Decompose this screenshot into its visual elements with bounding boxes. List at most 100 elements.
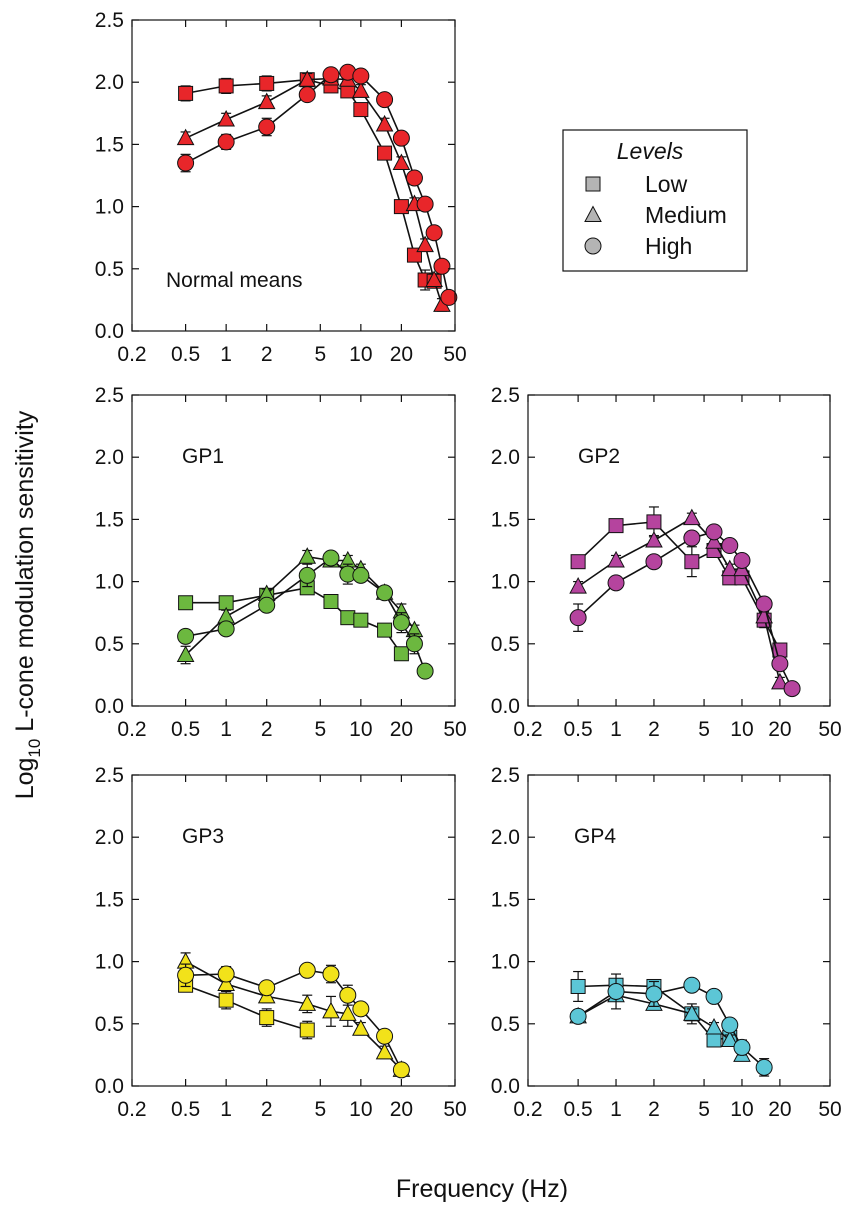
y-tick-label: 0.5 bbox=[95, 633, 124, 656]
chart-panel-2: 0.2 0.5 1 2 5 10 20 50 0.0 0.5 1.0 1.5 2.0 2.5 GP1 bbox=[95, 384, 467, 741]
data-point bbox=[217, 620, 235, 638]
series-line bbox=[185, 969, 403, 1071]
data-point bbox=[353, 612, 369, 628]
data-point bbox=[405, 169, 423, 187]
y-tick-label: 0.0 bbox=[95, 695, 124, 718]
series-square bbox=[178, 977, 315, 1040]
data-point bbox=[416, 662, 434, 680]
x-tick-label: 0.2 bbox=[513, 718, 542, 741]
x-tick-label: 0.2 bbox=[117, 1098, 146, 1121]
chart-panel-3: 0.2 0.5 1 2 5 10 20 50 0.0 0.5 1.0 1.5 2.0 2.5 GP2 bbox=[491, 384, 842, 741]
y-tick-label: 2.0 bbox=[491, 446, 520, 469]
y-tick-label: 0.5 bbox=[491, 633, 520, 656]
data-point bbox=[393, 646, 409, 662]
legend-label: Medium bbox=[645, 202, 727, 228]
x-tick-label: 0.5 bbox=[171, 718, 200, 741]
legend-entry-low: Low bbox=[585, 171, 688, 197]
series-square bbox=[178, 580, 409, 662]
data-point bbox=[569, 609, 587, 627]
x-tick-label: 1 bbox=[610, 718, 622, 741]
series-square bbox=[178, 72, 442, 291]
data-point bbox=[258, 979, 276, 997]
data-point bbox=[733, 551, 751, 569]
series-line bbox=[577, 517, 781, 683]
x-tick-label: 10 bbox=[349, 718, 372, 741]
y-tick-label: 0.0 bbox=[491, 1075, 520, 1098]
data-point bbox=[352, 566, 370, 584]
data-point bbox=[733, 1038, 751, 1056]
data-point bbox=[646, 514, 662, 530]
panel-label: Normal means bbox=[166, 269, 303, 292]
x-tick-label: 1 bbox=[220, 1098, 232, 1121]
legend-label: High bbox=[645, 233, 692, 259]
x-tick-label: 2 bbox=[261, 718, 273, 741]
x-tick-label: 5 bbox=[314, 718, 326, 741]
data-point bbox=[783, 680, 801, 698]
data-point bbox=[217, 109, 235, 127]
data-point bbox=[425, 224, 443, 242]
data-point bbox=[298, 86, 316, 104]
data-point bbox=[177, 627, 195, 645]
data-point bbox=[217, 133, 235, 151]
data-point bbox=[607, 550, 625, 568]
x-tick-label: 50 bbox=[443, 1098, 466, 1121]
data-point bbox=[176, 128, 195, 146]
data-point bbox=[721, 537, 739, 555]
chart-panel-4: 0.2 0.5 1 2 5 10 20 50 0.0 0.5 1.0 1.5 2.0 2.5 GP3 bbox=[95, 764, 467, 1121]
data-point bbox=[377, 145, 393, 161]
data-point bbox=[392, 1061, 410, 1079]
data-point bbox=[352, 1019, 370, 1036]
data-point bbox=[178, 595, 194, 611]
y-tick-label: 0.5 bbox=[95, 1013, 124, 1036]
x-tick-label: 10 bbox=[349, 1098, 372, 1121]
data-point bbox=[177, 966, 195, 984]
data-point bbox=[322, 1001, 340, 1019]
series-line bbox=[185, 960, 402, 1071]
data-point bbox=[721, 1016, 739, 1034]
data-point bbox=[416, 195, 434, 213]
data-point bbox=[392, 153, 411, 171]
y-tick-label: 2.5 bbox=[95, 384, 124, 407]
panel-label: GP4 bbox=[574, 825, 616, 848]
data-point bbox=[375, 114, 394, 132]
series-circle bbox=[569, 973, 773, 1077]
data-point bbox=[298, 547, 317, 564]
x-tick-label: 0.2 bbox=[117, 343, 146, 366]
data-point bbox=[392, 129, 410, 147]
y-tick-label: 1.0 bbox=[95, 951, 124, 974]
data-point bbox=[217, 974, 235, 991]
data-point bbox=[257, 92, 276, 110]
series-square bbox=[570, 506, 788, 658]
legend-triangle-icon bbox=[584, 205, 602, 222]
x-tick-label: 0.5 bbox=[564, 1098, 593, 1121]
data-point bbox=[375, 1042, 394, 1060]
data-point bbox=[376, 91, 394, 109]
plot-frame bbox=[131, 394, 456, 707]
data-point bbox=[570, 978, 586, 994]
data-point bbox=[258, 596, 276, 614]
x-tick-label: 0.2 bbox=[513, 1098, 542, 1121]
x-tick-label: 10 bbox=[730, 1098, 753, 1121]
legend-title: Levels bbox=[617, 138, 684, 164]
data-point bbox=[705, 987, 723, 1005]
x-tick-label: 2 bbox=[261, 1098, 273, 1121]
plot-frame bbox=[131, 19, 456, 332]
x-tick-label: 5 bbox=[698, 718, 710, 741]
x-tick-label: 20 bbox=[768, 718, 791, 741]
data-point bbox=[569, 577, 587, 594]
data-point bbox=[352, 1000, 370, 1018]
y-tick-label: 2.0 bbox=[95, 826, 124, 849]
panel-label: GP1 bbox=[182, 445, 224, 468]
series-circle bbox=[177, 961, 410, 1079]
x-tick-label: 20 bbox=[768, 1098, 791, 1121]
data-point bbox=[299, 1022, 315, 1038]
series-triangle bbox=[569, 508, 789, 690]
x-tick-label: 20 bbox=[390, 1098, 413, 1121]
x-tick-label: 10 bbox=[349, 343, 372, 366]
data-point bbox=[771, 672, 789, 690]
data-point bbox=[218, 78, 234, 94]
data-point bbox=[176, 645, 195, 662]
legend-circle-icon bbox=[584, 237, 602, 255]
legend-entries: Low Medium High bbox=[584, 171, 727, 259]
data-point bbox=[683, 529, 701, 547]
